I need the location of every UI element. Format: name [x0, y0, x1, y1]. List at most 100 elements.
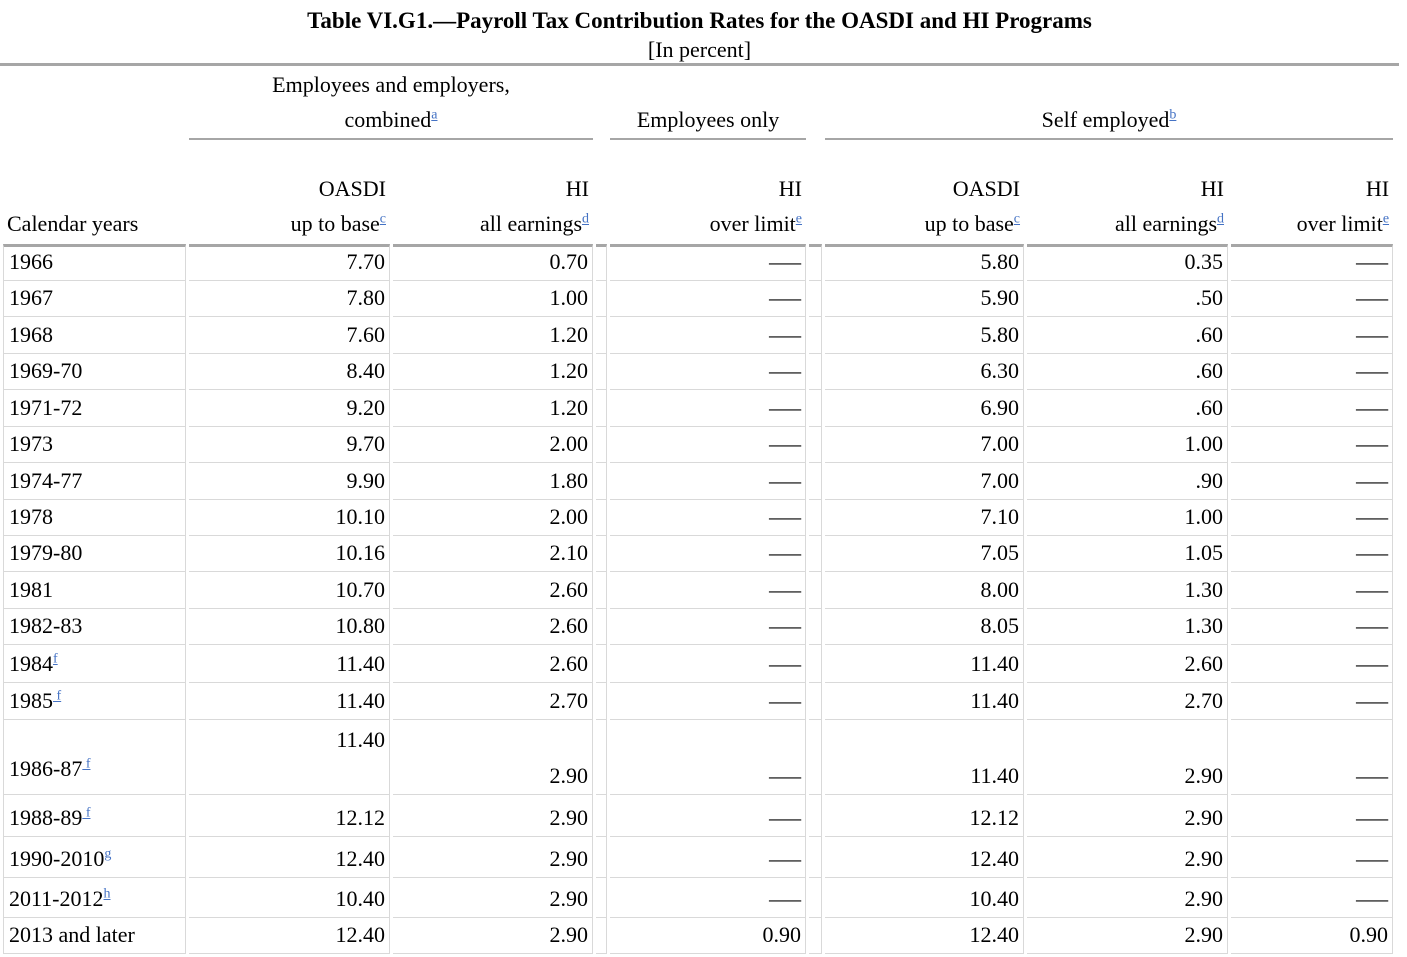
value-cell: —: [610, 683, 807, 720]
footnote-link-c[interactable]: c: [379, 211, 386, 227]
em-dash: —: [769, 613, 802, 638]
footnote-link-f[interactable]: f: [82, 756, 91, 772]
col-header-line1: HI: [565, 176, 590, 201]
em-dash: —: [769, 805, 802, 830]
value-cell: 10.40: [825, 878, 1025, 918]
value-cell: —: [1231, 683, 1394, 720]
value-cell: 6.90: [825, 390, 1025, 427]
table-body: 1966 7.70 0.70—5.80 0.35—1967 7.80 1.00—5.90.…: [3, 244, 1394, 954]
footnote-link-h[interactable]: h: [103, 886, 111, 902]
column-spacer: [809, 536, 823, 572]
table-row: 1990-2010g 12.40 2.90—12.40 2.90—: [3, 837, 1394, 878]
year-cell: 1986-87 f: [3, 720, 186, 795]
column-spacer: [596, 795, 608, 837]
group-self-employed: Self employedb: [825, 66, 1394, 140]
footnote-link-b[interactable]: b: [1169, 107, 1177, 123]
em-dash: —: [769, 431, 802, 456]
value-cell: 9.90: [189, 463, 390, 500]
group-combined-line1: Employees and employers,: [272, 72, 510, 97]
em-dash: —: [769, 395, 802, 420]
value-cell: —: [610, 317, 807, 354]
footnote-link-a[interactable]: a: [431, 107, 438, 123]
value-cell: —: [610, 609, 807, 645]
value-cell: 0.90: [1231, 918, 1394, 954]
value-cell: 10.40: [189, 878, 390, 918]
value-cell: .60: [1027, 390, 1229, 427]
value-cell: .60: [1027, 317, 1229, 354]
table-row: 1966 7.70 0.70 — 5.80 0.35 —: [3, 244, 1394, 281]
footnote-link-e[interactable]: e: [795, 211, 803, 227]
value-cell: 10.70: [189, 572, 390, 609]
value-cell: —: [610, 463, 807, 500]
footnote-link-g[interactable]: g: [104, 846, 112, 862]
value-cell: 2.70: [1027, 683, 1229, 720]
top-rule: [0, 63, 1399, 66]
column-spacer: [596, 244, 608, 281]
column-spacer: [596, 536, 608, 572]
table-row: 1985 f 11.40 2.70—11.40 2.70—: [3, 683, 1394, 720]
footnote-link-c[interactable]: c: [1013, 211, 1021, 227]
value-cell: —: [610, 500, 807, 536]
footnote-link-f[interactable]: f: [53, 688, 62, 704]
value-cell: —: [610, 837, 807, 878]
em-dash: —: [1356, 577, 1389, 602]
col-header-line2: all earnings: [479, 211, 583, 236]
column-spacer: [596, 683, 608, 720]
value-cell: —: [1231, 463, 1394, 500]
column-spacer: [809, 244, 823, 281]
value-cell: —: [1231, 500, 1394, 536]
table-row: 1968 7.60 1.20 — 5.80.60 —: [3, 317, 1394, 354]
em-dash: —: [769, 688, 802, 713]
table-row: 1967 7.80 1.00 — 5.90.50 —: [3, 281, 1394, 317]
column-spacer: [809, 918, 823, 954]
column-header-row: Calendar years OASDI up to basec HI all …: [3, 140, 1393, 244]
year-cell: 1981: [3, 572, 186, 609]
column-spacer: [809, 683, 823, 720]
value-cell: 11.40: [825, 683, 1025, 720]
column-spacer: [596, 878, 608, 918]
value-cell: 7.60: [189, 317, 390, 354]
col-header-oasdi-combined: OASDI up to basec: [189, 140, 390, 244]
column-spacer: [809, 720, 823, 795]
column-spacer: [596, 918, 608, 954]
value-cell: .50: [1027, 281, 1229, 317]
value-cell: 2.60: [393, 609, 594, 645]
year-cell: 1968: [3, 317, 186, 354]
column-spacer: [809, 390, 823, 427]
col-header-hi-over-self: HI over limite: [1231, 140, 1393, 244]
year-cell: 1967: [3, 281, 186, 317]
value-cell: —: [610, 878, 807, 918]
value-cell: 12.12: [189, 795, 390, 837]
col-header-line1: HI: [1200, 176, 1225, 201]
footnote-link-d[interactable]: d: [582, 211, 590, 227]
column-spacer: [809, 795, 823, 837]
em-dash: —: [1356, 540, 1389, 565]
column-spacer: [809, 645, 823, 683]
value-cell: 1.20: [393, 317, 594, 354]
em-dash: —: [769, 540, 802, 565]
value-cell: 2.10: [393, 536, 594, 572]
table-row: 1981 10.70 2.60 — 8.00 1.30 —: [3, 572, 1394, 609]
value-cell: 6.30: [825, 354, 1025, 390]
value-cell: —: [1231, 244, 1394, 281]
value-cell: —: [1231, 281, 1394, 317]
footnote-link-f[interactable]: f: [82, 805, 91, 821]
column-spacer: [596, 837, 608, 878]
column-spacer: [596, 390, 608, 427]
value-cell: 7.10: [825, 500, 1025, 536]
em-dash: —: [769, 504, 802, 529]
value-cell: 2.90: [1027, 878, 1229, 918]
value-cell: 2.00: [393, 427, 594, 463]
footnote-link-e[interactable]: e: [1382, 211, 1390, 227]
footnote-link-d[interactable]: d: [1217, 211, 1225, 227]
column-spacer: [809, 281, 823, 317]
value-cell: .90: [1027, 463, 1229, 500]
table-row: 1986-87 f 11.40 2.90—11.40 2.90—: [3, 720, 1394, 795]
value-cell: 7.80: [189, 281, 390, 317]
value-cell: 10.10: [189, 500, 390, 536]
value-cell: 11.40: [189, 683, 390, 720]
footnote-link-f[interactable]: f: [53, 651, 58, 667]
col-header-line1: HI: [1365, 176, 1390, 201]
year-cell: 1979-80: [3, 536, 186, 572]
